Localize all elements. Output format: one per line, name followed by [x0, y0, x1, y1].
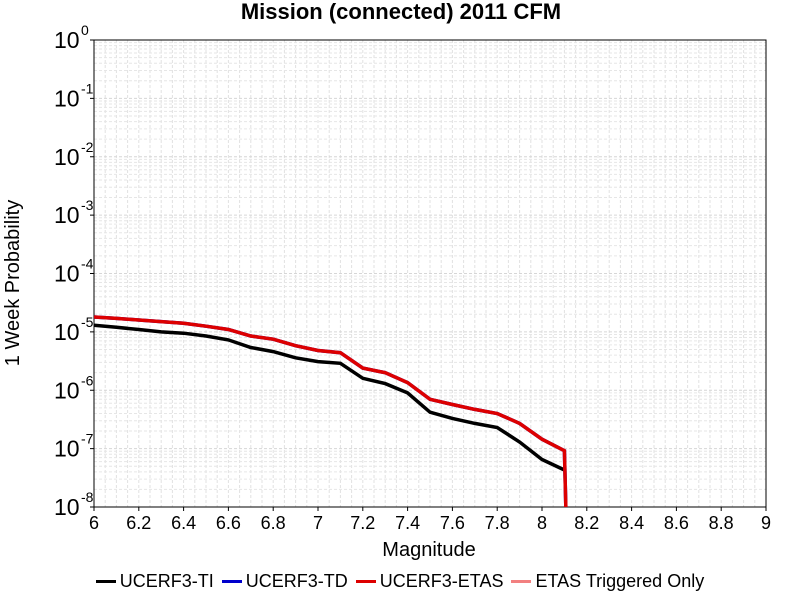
grid: [93, 40, 767, 508]
x-tick-label: 8.6: [664, 513, 689, 533]
x-axis-ticks: 6 6.2 6.4 6.6 6.8 7 7.2 7.4 7.6 7.8 8 8.2 8.4 8.6 8.8 9: [89, 507, 771, 533]
x-tick-label: 6.8: [261, 513, 286, 533]
legend-item: UCERF3-TD: [221, 570, 348, 592]
y-tick-label: 10: [54, 494, 80, 520]
legend-swatch: [95, 579, 116, 583]
legend: UCERF3-TI UCERF3-TD UCERF3-ETAS ETAS Trigge…: [0, 566, 800, 596]
y-axis-label: 1 Week Probability: [2, 200, 24, 366]
x-tick-label: 9: [761, 513, 771, 533]
y-tick-label: 10: [54, 27, 80, 53]
y-tick-exponent: -3: [81, 197, 94, 213]
y-tick-exponent: -4: [81, 256, 94, 272]
x-tick-label: 7.6: [440, 513, 465, 533]
y-tick-label: 10: [54, 436, 80, 462]
legend-swatch: [221, 579, 242, 583]
legend-item: UCERF3-ETAS: [355, 570, 504, 592]
x-tick-label: 8.2: [574, 513, 599, 533]
y-tick-exponent: -6: [81, 372, 94, 388]
x-tick-label: 6: [89, 513, 99, 533]
x-tick-label: 7.2: [350, 513, 375, 533]
series-line-ucerf3-ti: [94, 323, 566, 472]
x-tick-label: 7.4: [395, 513, 420, 533]
x-tick-label: 8: [537, 513, 547, 533]
legend-label: ETAS Triggered Only: [535, 570, 705, 591]
y-tick-exponent: -5: [81, 314, 94, 330]
series-line-ucerf3-etas: [94, 315, 568, 507]
x-tick-label: 6.2: [126, 513, 151, 533]
x-tick-label: 8.4: [619, 513, 644, 533]
legend-swatch: [511, 579, 532, 583]
y-tick-exponent: 0: [81, 22, 89, 38]
y-tick-exponent: -1: [81, 80, 94, 96]
y-tick-exponent: -8: [81, 489, 94, 505]
y-tick-label: 10: [54, 261, 80, 287]
y-tick-label: 10: [54, 202, 80, 228]
x-tick-label: 6.4: [171, 513, 196, 533]
y-tick-exponent: -7: [81, 431, 94, 447]
chart-title: Mission (connected) 2011 CFM: [241, 0, 561, 24]
legend-swatch: [355, 579, 376, 583]
legend-label: UCERF3-ETAS: [379, 570, 504, 591]
x-tick-label: 6.6: [216, 513, 241, 533]
x-axis-label: Magnitude: [382, 539, 475, 561]
legend-item: UCERF3-TI: [95, 570, 214, 592]
series-lines: [94, 315, 568, 507]
y-tick-label: 10: [54, 319, 80, 345]
x-tick-label: 7.8: [485, 513, 510, 533]
x-tick-label: 7: [313, 513, 323, 533]
legend-item: ETAS Triggered Only: [511, 571, 704, 592]
legend-label: UCERF3-TI: [119, 570, 214, 591]
legend-label: UCERF3-TD: [245, 570, 348, 591]
y-tick-label: 10: [54, 144, 80, 170]
y-tick-label: 10: [54, 377, 80, 403]
y-tick-label: 10: [54, 85, 80, 111]
y-tick-exponent: -2: [81, 139, 94, 155]
x-tick-label: 8.8: [709, 513, 734, 533]
